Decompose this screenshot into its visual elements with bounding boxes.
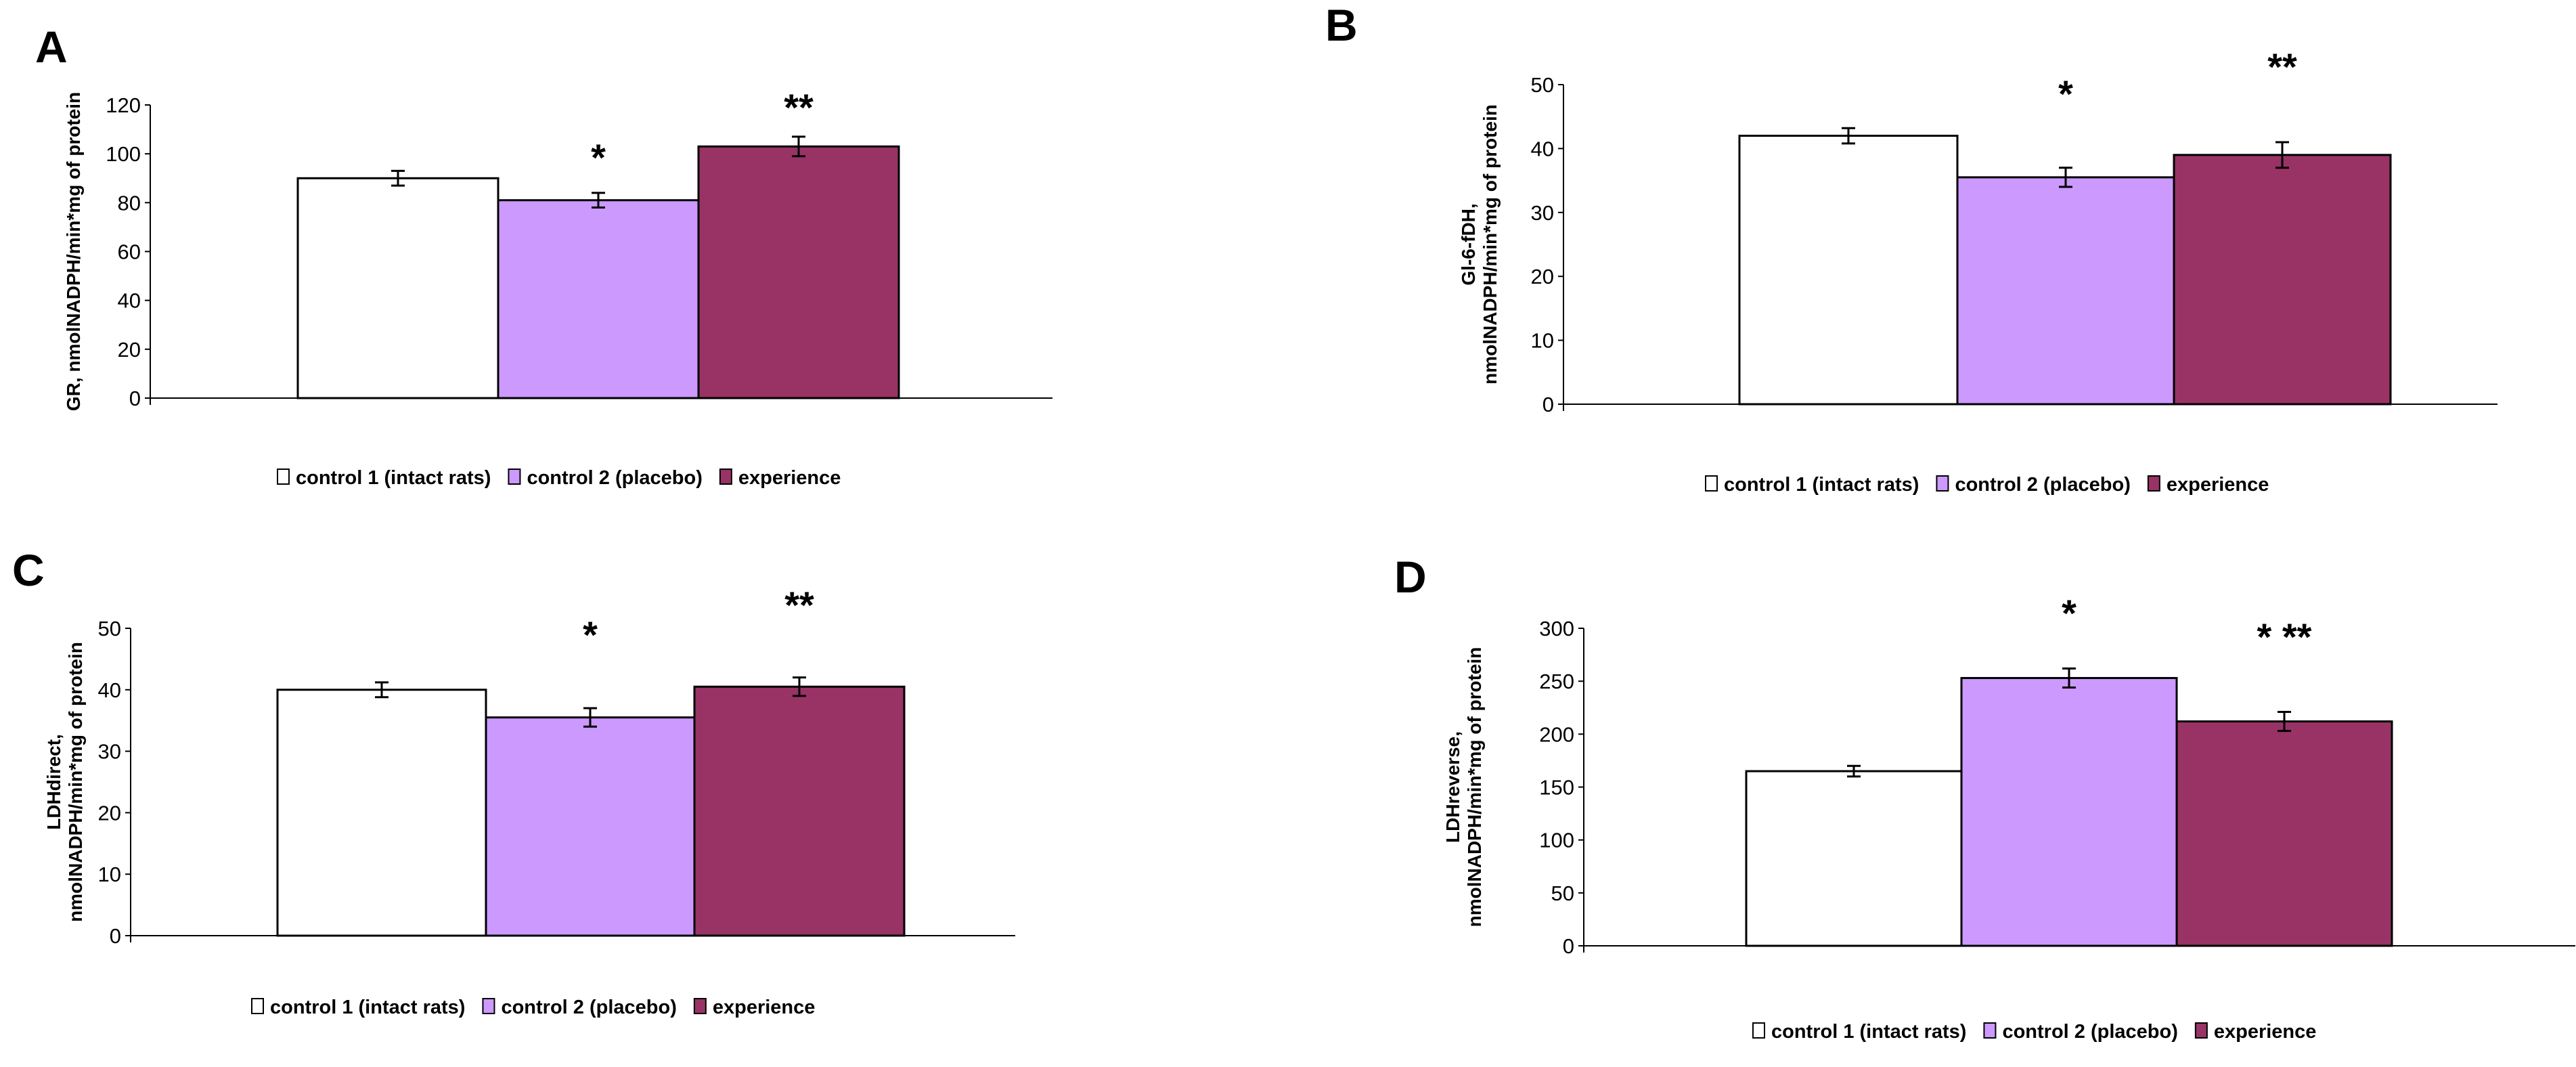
legend-swatch-experience (693, 998, 707, 1014)
significance-mark: * ** (2257, 615, 2312, 658)
legend-label-control1: control 1 (intact rats) (270, 997, 465, 1018)
y-axis-label-line: LDHdirect, (43, 734, 64, 830)
significance-mark: * (2062, 592, 2077, 634)
bar-control2 (497, 199, 700, 399)
y-tick-label: 100 (106, 142, 141, 166)
panel-label: D (1394, 552, 1427, 602)
y-tick-label: 0 (129, 387, 141, 410)
panel-d: D 0 50 100 150 200 250 300 * * ** LDHreverse, nmolN… (1286, 531, 2576, 1064)
y-tick-label: 20 (118, 338, 141, 362)
y-tick-label: 50 (1531, 73, 1554, 97)
y-tick-label: 80 (118, 191, 141, 215)
significance-mark: ** (2267, 45, 2297, 88)
y-axis-label-line: Gl-6-fDH, (1458, 203, 1479, 285)
legend-swatch-control1 (1752, 1022, 1765, 1039)
y-tick-label: 30 (1531, 201, 1554, 225)
y-tick-label: 100 (1539, 829, 1574, 852)
y-axis-label-line: nmolNADPH/min*mg of protein (1480, 104, 1501, 385)
y-axis-label: LDHreverse, nmolNADPH/min*mg of protein (1442, 647, 1485, 928)
y-tick-label: 40 (98, 678, 121, 702)
legend-swatch-experience (2147, 475, 2160, 492)
bar-experience (2175, 720, 2393, 947)
y-tick-label: 20 (1531, 265, 1554, 288)
legend-swatch-control2 (482, 998, 495, 1014)
y-tick-label: 60 (118, 240, 141, 264)
bar-control1 (1745, 770, 1963, 947)
y-tick-label: 0 (110, 924, 121, 948)
y-tick-label: 300 (1539, 617, 1574, 640)
legend-swatch-control1 (251, 998, 264, 1014)
panel-label: C (12, 545, 45, 595)
y-tick-label: 30 (98, 740, 121, 764)
legend-label-control1: control 1 (intact rats) (1771, 1021, 1966, 1043)
panel-label: A (35, 22, 68, 72)
panel-a: A 0 20 40 60 80 100 120 * ** GR, nmolNADPH/min*mg … (0, 0, 1286, 531)
y-tick-label: 40 (118, 289, 141, 313)
y-axis-label-line: nmolNADPH/min*mg of protein (1464, 647, 1485, 928)
y-tick-label: 120 (106, 93, 141, 117)
chart-d: D 0 50 100 150 200 250 300 * * ** LDHreverse, nmolN… (1394, 552, 2575, 1043)
bar-control2 (485, 716, 696, 937)
y-axis-label-line: nmolNADPH/min*mg of protein (65, 642, 86, 922)
legend-label-experience: experience (2167, 474, 2269, 496)
y-tick-label: 20 (98, 801, 121, 825)
significance-mark: ** (784, 86, 814, 129)
y-tick-label: 40 (1531, 137, 1554, 160)
significance-mark: ** (784, 584, 814, 626)
legend: control 1 (intact rats) control 2 (placeb… (251, 997, 816, 1018)
bar-experience (697, 145, 900, 399)
y-tick-label: 10 (1531, 329, 1554, 353)
bar-control2 (1956, 176, 2175, 406)
y-axis-label: LDHdirect, nmolNADPH/min*mg of protein (43, 642, 86, 922)
y-tick-label: 0 (1563, 934, 1574, 958)
legend-swatch-control2 (1983, 1022, 1997, 1039)
y-tick-label: 50 (1551, 881, 1574, 905)
panel-c: C 0 10 20 30 40 50 * ** LDHdirect, nmolNADPH/min*m… (0, 531, 1286, 1064)
panel-b: B 0 10 20 30 40 50 * ** Gl-6-fDH, nmolNADPH/min*mg… (1286, 0, 2576, 531)
y-axis-label: Gl-6-fDH, nmolNADPH/min*mg of protein (1458, 104, 1501, 385)
legend-label-control1: control 1 (intact rats) (296, 467, 491, 489)
legend-swatch-control2 (508, 469, 521, 485)
significance-mark: * (583, 613, 598, 656)
y-axis-label-line: LDHreverse, (1442, 731, 1463, 843)
panel-label: B (1325, 0, 1358, 50)
legend: control 1 (intact rats) control 2 (placeb… (277, 467, 841, 489)
significance-mark: * (2058, 72, 2073, 115)
bar-control1 (276, 689, 487, 937)
legend-label-control2: control 2 (placebo) (527, 467, 702, 489)
y-tick-label: 0 (1542, 393, 1554, 416)
y-tick-label: 10 (98, 863, 121, 886)
legend-label-control2: control 2 (placebo) (1955, 474, 2130, 496)
legend-swatch-control1 (1705, 475, 1718, 492)
legend-swatch-experience (719, 469, 732, 485)
legend-label-control2: control 2 (placebo) (501, 997, 676, 1018)
bar-control2 (1960, 676, 2178, 947)
bar-control1 (296, 177, 499, 399)
bar-experience (693, 685, 906, 937)
legend-label-control2: control 2 (placebo) (2002, 1021, 2177, 1043)
legend-swatch-control2 (1936, 475, 1949, 492)
legend-swatch-experience (2194, 1022, 2208, 1039)
legend: control 1 (intact rats) control 2 (placeb… (1705, 474, 2269, 496)
bar-experience (2173, 154, 2392, 406)
y-tick-label: 150 (1539, 776, 1574, 800)
bar-control1 (1738, 135, 1959, 406)
y-tick-label: 50 (98, 617, 121, 640)
y-axis-label: GR, nmolNADPH/min*mg of protein (63, 92, 84, 411)
legend-label-experience: experience (713, 997, 816, 1018)
legend-swatch-control1 (277, 469, 290, 485)
legend: control 1 (intact rats) control 2 (placeb… (1752, 1021, 2317, 1043)
legend-label-experience: experience (2214, 1021, 2317, 1043)
significance-mark: * (591, 136, 606, 179)
y-tick-label: 250 (1539, 670, 1574, 693)
y-axis-label-line: GR, nmolNADPH/min*mg of protein (63, 92, 84, 411)
legend-label-control1: control 1 (intact rats) (1724, 474, 1919, 496)
y-tick-label: 200 (1539, 722, 1574, 746)
legend-label-experience: experience (738, 467, 841, 489)
